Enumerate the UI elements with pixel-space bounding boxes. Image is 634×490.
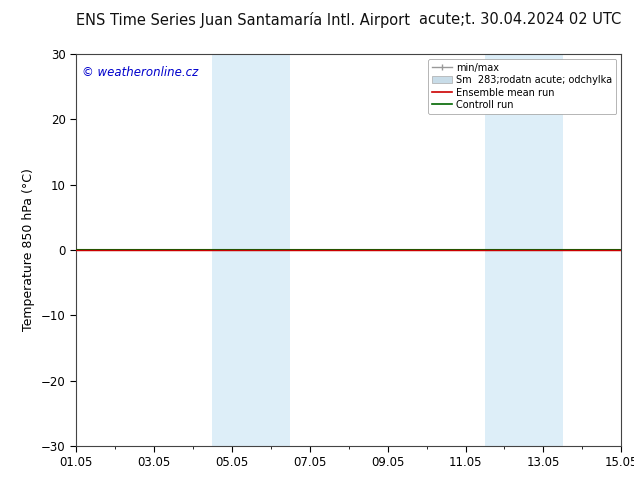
Bar [251,54,290,446]
Text: ENS Time Series Juan Santamaría Intl. Airport: ENS Time Series Juan Santamaría Intl. Ai… [76,12,410,28]
Text: acute;t. 30.04.2024 02 UTC: acute;t. 30.04.2024 02 UTC [419,12,621,27]
Y-axis label: Temperature 850 hPa (°C): Temperature 850 hPa (°C) [22,169,36,331]
Bar [524,54,563,446]
Bar [485,54,524,446]
Bar [212,54,251,446]
Text: © weatheronline.cz: © weatheronline.cz [82,66,198,79]
Legend: min/max, Sm  283;rodatn acute; odchylka, Ensemble mean run, Controll run: min/max, Sm 283;rodatn acute; odchylka, … [428,59,616,114]
